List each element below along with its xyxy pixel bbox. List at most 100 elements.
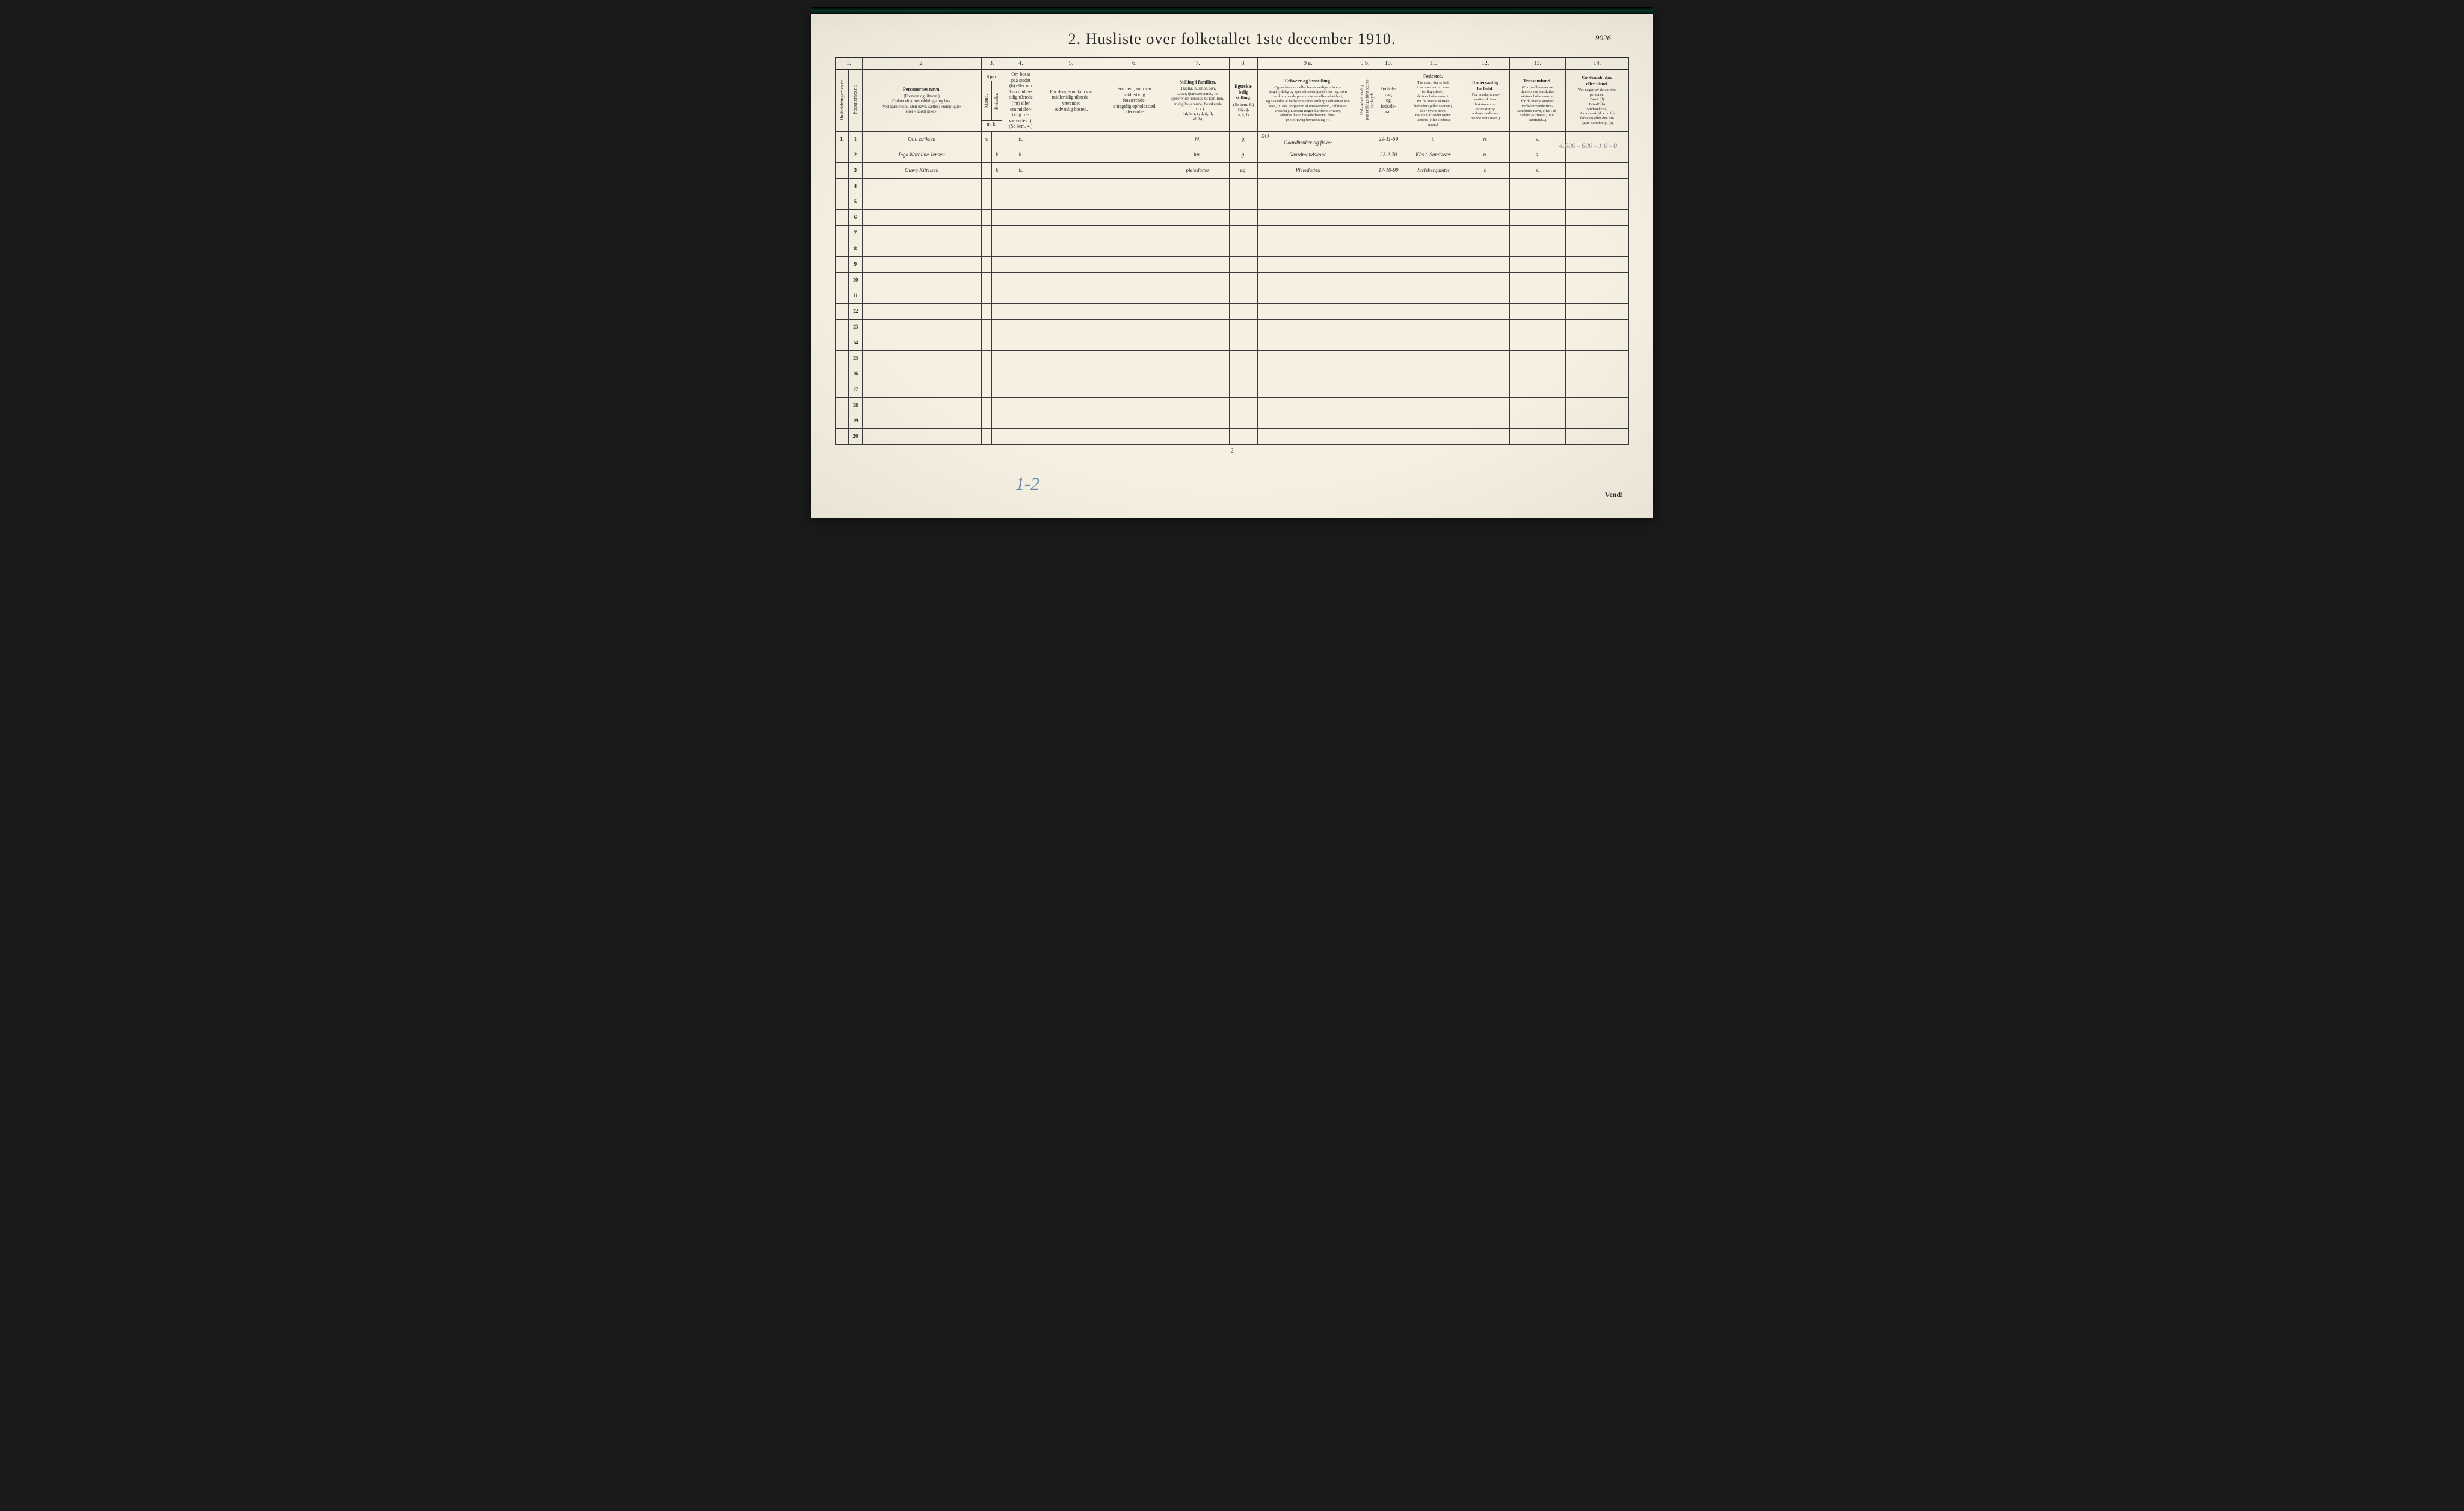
cell-bosat bbox=[1002, 413, 1040, 428]
cell-trossamfund bbox=[1509, 288, 1565, 303]
cell-trossamfund bbox=[1509, 225, 1565, 241]
table-row: 11 bbox=[836, 288, 1629, 303]
cell-erhverv bbox=[1258, 319, 1358, 335]
cell-fodselsdag bbox=[1372, 413, 1405, 428]
cell-sex-k bbox=[992, 335, 1002, 350]
cell-midl-fravaerende bbox=[1103, 366, 1166, 382]
cell-person-nr: 8 bbox=[849, 241, 862, 256]
cell-midl-tilstede bbox=[1040, 319, 1103, 335]
cell-fodselsdag: 17-10-99 bbox=[1372, 162, 1405, 178]
colnum-11: 11. bbox=[1405, 58, 1461, 70]
table-row: 18 bbox=[836, 397, 1629, 413]
cell-bosat bbox=[1002, 366, 1040, 382]
cell-bosat bbox=[1002, 288, 1040, 303]
cell-sex-k bbox=[992, 194, 1002, 209]
cell-name bbox=[862, 256, 981, 272]
cell-bosat bbox=[1002, 272, 1040, 288]
cell-sex-m bbox=[981, 428, 991, 444]
cell-household-nr bbox=[836, 178, 849, 194]
cell-trossamfund: s. bbox=[1509, 162, 1565, 178]
cell-fodselsdag bbox=[1372, 194, 1405, 209]
cell-arbeidsledig bbox=[1358, 335, 1372, 350]
cell-sex-m bbox=[981, 397, 991, 413]
cell-fodested: Kås t. Sandsvær bbox=[1405, 147, 1461, 162]
cell-erhverv bbox=[1258, 335, 1358, 350]
cell-person-nr: 7 bbox=[849, 225, 862, 241]
cell-sex-m bbox=[981, 272, 991, 288]
cell-midl-fravaerende bbox=[1103, 350, 1166, 366]
cell-midl-tilstede bbox=[1040, 162, 1103, 178]
hdr-midlertidig-tilstede: For dem, som kun var midlertidig tilsted… bbox=[1040, 70, 1103, 132]
cell-undersaatlig bbox=[1461, 319, 1510, 335]
cell-midl-fravaerende bbox=[1103, 256, 1166, 272]
hdr-arbeidsledig: Hvis arbeidsledig paa tællingstiden sætt… bbox=[1358, 70, 1372, 132]
cell-sindssvak bbox=[1565, 209, 1628, 225]
cell-name bbox=[862, 335, 981, 350]
cell-person-nr: 4 bbox=[849, 178, 862, 194]
cell-trossamfund bbox=[1509, 335, 1565, 350]
cell-bosat bbox=[1002, 241, 1040, 256]
cell-erhverv bbox=[1258, 366, 1358, 382]
cell-arbeidsledig bbox=[1358, 241, 1372, 256]
cell-fodselsdag bbox=[1372, 272, 1405, 288]
cell-sex-m: m bbox=[981, 131, 991, 147]
cell-fodselsdag bbox=[1372, 209, 1405, 225]
table-row: 4 bbox=[836, 178, 1629, 194]
table-row: 13 bbox=[836, 319, 1629, 335]
colnum-12: 12. bbox=[1461, 58, 1510, 70]
cell-fodested bbox=[1405, 350, 1461, 366]
cell-erhverv bbox=[1258, 382, 1358, 397]
hdr-trossamfund: Trossamfund. (For medlemmer av den norsk… bbox=[1509, 70, 1565, 132]
cell-trossamfund bbox=[1509, 397, 1565, 413]
cell-name bbox=[862, 428, 981, 444]
cell-name bbox=[862, 350, 981, 366]
cell-arbeidsledig bbox=[1358, 131, 1372, 147]
cell-name bbox=[862, 366, 981, 382]
cell-midl-tilstede bbox=[1040, 413, 1103, 428]
hdr-midlertidig-fravaerende: For dem, som var midlertidig fraværende:… bbox=[1103, 70, 1166, 132]
cell-midl-fravaerende bbox=[1103, 194, 1166, 209]
cell-fodested bbox=[1405, 178, 1461, 194]
cell-name bbox=[862, 397, 981, 413]
cell-sex-k bbox=[992, 256, 1002, 272]
cell-sindssvak bbox=[1565, 241, 1628, 256]
cell-stilling: pleiedatter bbox=[1166, 162, 1229, 178]
cell-egteskabelig bbox=[1230, 397, 1258, 413]
cell-sex-k bbox=[992, 178, 1002, 194]
cell-fodested: t. bbox=[1405, 131, 1461, 147]
cell-midl-fravaerende bbox=[1103, 162, 1166, 178]
cell-undersaatlig bbox=[1461, 303, 1510, 319]
cell-sex-k bbox=[992, 350, 1002, 366]
cell-trossamfund bbox=[1509, 256, 1565, 272]
cell-fodested bbox=[1405, 272, 1461, 288]
cell-household-nr bbox=[836, 162, 849, 178]
cell-erhverv bbox=[1258, 178, 1358, 194]
cell-fodselsdag bbox=[1372, 178, 1405, 194]
cell-household-nr bbox=[836, 335, 849, 350]
cell-egteskabelig bbox=[1230, 382, 1258, 397]
cell-sex-m bbox=[981, 225, 991, 241]
cell-person-nr: 17 bbox=[849, 382, 862, 397]
cell-erhverv bbox=[1258, 194, 1358, 209]
colnum-13: 13. bbox=[1509, 58, 1565, 70]
cell-bosat bbox=[1002, 194, 1040, 209]
cell-arbeidsledig bbox=[1358, 256, 1372, 272]
cell-midl-fravaerende bbox=[1103, 382, 1166, 397]
page-number-handwritten: 9026 bbox=[1595, 33, 1611, 43]
hdr-navn: Personernes navn. (Fornavn og tilnavn.) … bbox=[862, 70, 981, 132]
cell-person-nr: 12 bbox=[849, 303, 862, 319]
cell-arbeidsledig bbox=[1358, 288, 1372, 303]
cell-household-nr bbox=[836, 225, 849, 241]
cell-undersaatlig: n. bbox=[1461, 131, 1510, 147]
cell-stilling bbox=[1166, 397, 1229, 413]
hdr-egteskabelig: Egteska- belig stilling. (Se bem. 6.) (u… bbox=[1230, 70, 1258, 132]
cell-stilling bbox=[1166, 225, 1229, 241]
cell-erhverv bbox=[1258, 413, 1358, 428]
cell-name bbox=[862, 319, 981, 335]
cell-trossamfund bbox=[1509, 319, 1565, 335]
cell-trossamfund bbox=[1509, 194, 1565, 209]
cell-undersaatlig bbox=[1461, 256, 1510, 272]
cell-sindssvak bbox=[1565, 178, 1628, 194]
table-row: 10 bbox=[836, 272, 1629, 288]
colnum-5: 5. bbox=[1040, 58, 1103, 70]
